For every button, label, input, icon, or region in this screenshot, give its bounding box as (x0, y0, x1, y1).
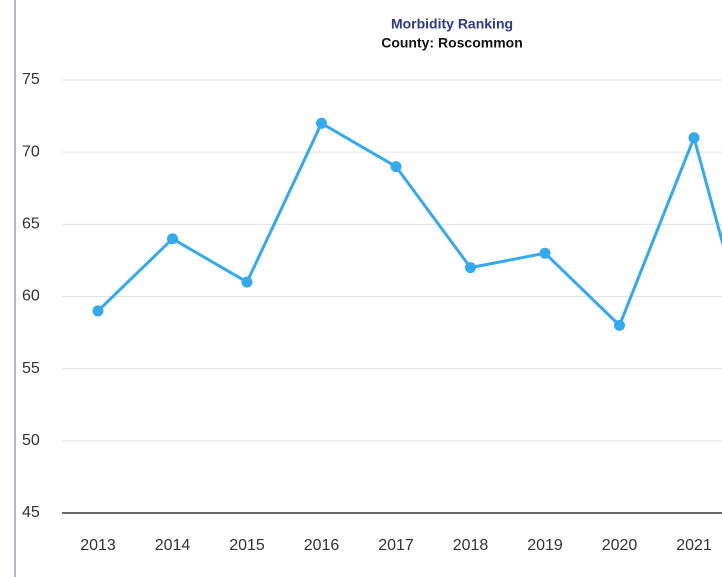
chart-title: Morbidity Ranking (391, 16, 513, 32)
x-tick-label: 2020 (602, 537, 638, 554)
x-tick-label: 2018 (453, 537, 489, 554)
x-tick-label: 2016 (304, 537, 340, 554)
x-tick-label: 2021 (676, 537, 712, 554)
line (96, 121, 722, 327)
y-tick-label: 70 (22, 143, 40, 160)
y-tick-label: 50 (22, 432, 40, 449)
x-tick-label: 2019 (527, 537, 563, 554)
point (539, 247, 551, 259)
y-tick-label: 60 (22, 288, 40, 305)
x-tick-label: 2015 (229, 537, 265, 554)
point (390, 161, 402, 173)
y-tick-label: 55 (22, 360, 40, 377)
x-tick-label: 2017 (378, 537, 414, 554)
point (465, 262, 476, 274)
point (316, 117, 327, 129)
point (614, 319, 625, 331)
point (92, 305, 104, 317)
point (241, 276, 253, 288)
point (688, 132, 700, 144)
point (167, 233, 178, 245)
chart-subtitle: County: Roscommon (381, 35, 523, 51)
y-tick-label: 75 (22, 71, 40, 88)
y-tick-label: 45 (22, 504, 40, 521)
x-tick-label: 2014 (155, 537, 191, 554)
x-tick-label: 2013 (80, 537, 116, 554)
y-tick-label: 65 (22, 216, 40, 233)
